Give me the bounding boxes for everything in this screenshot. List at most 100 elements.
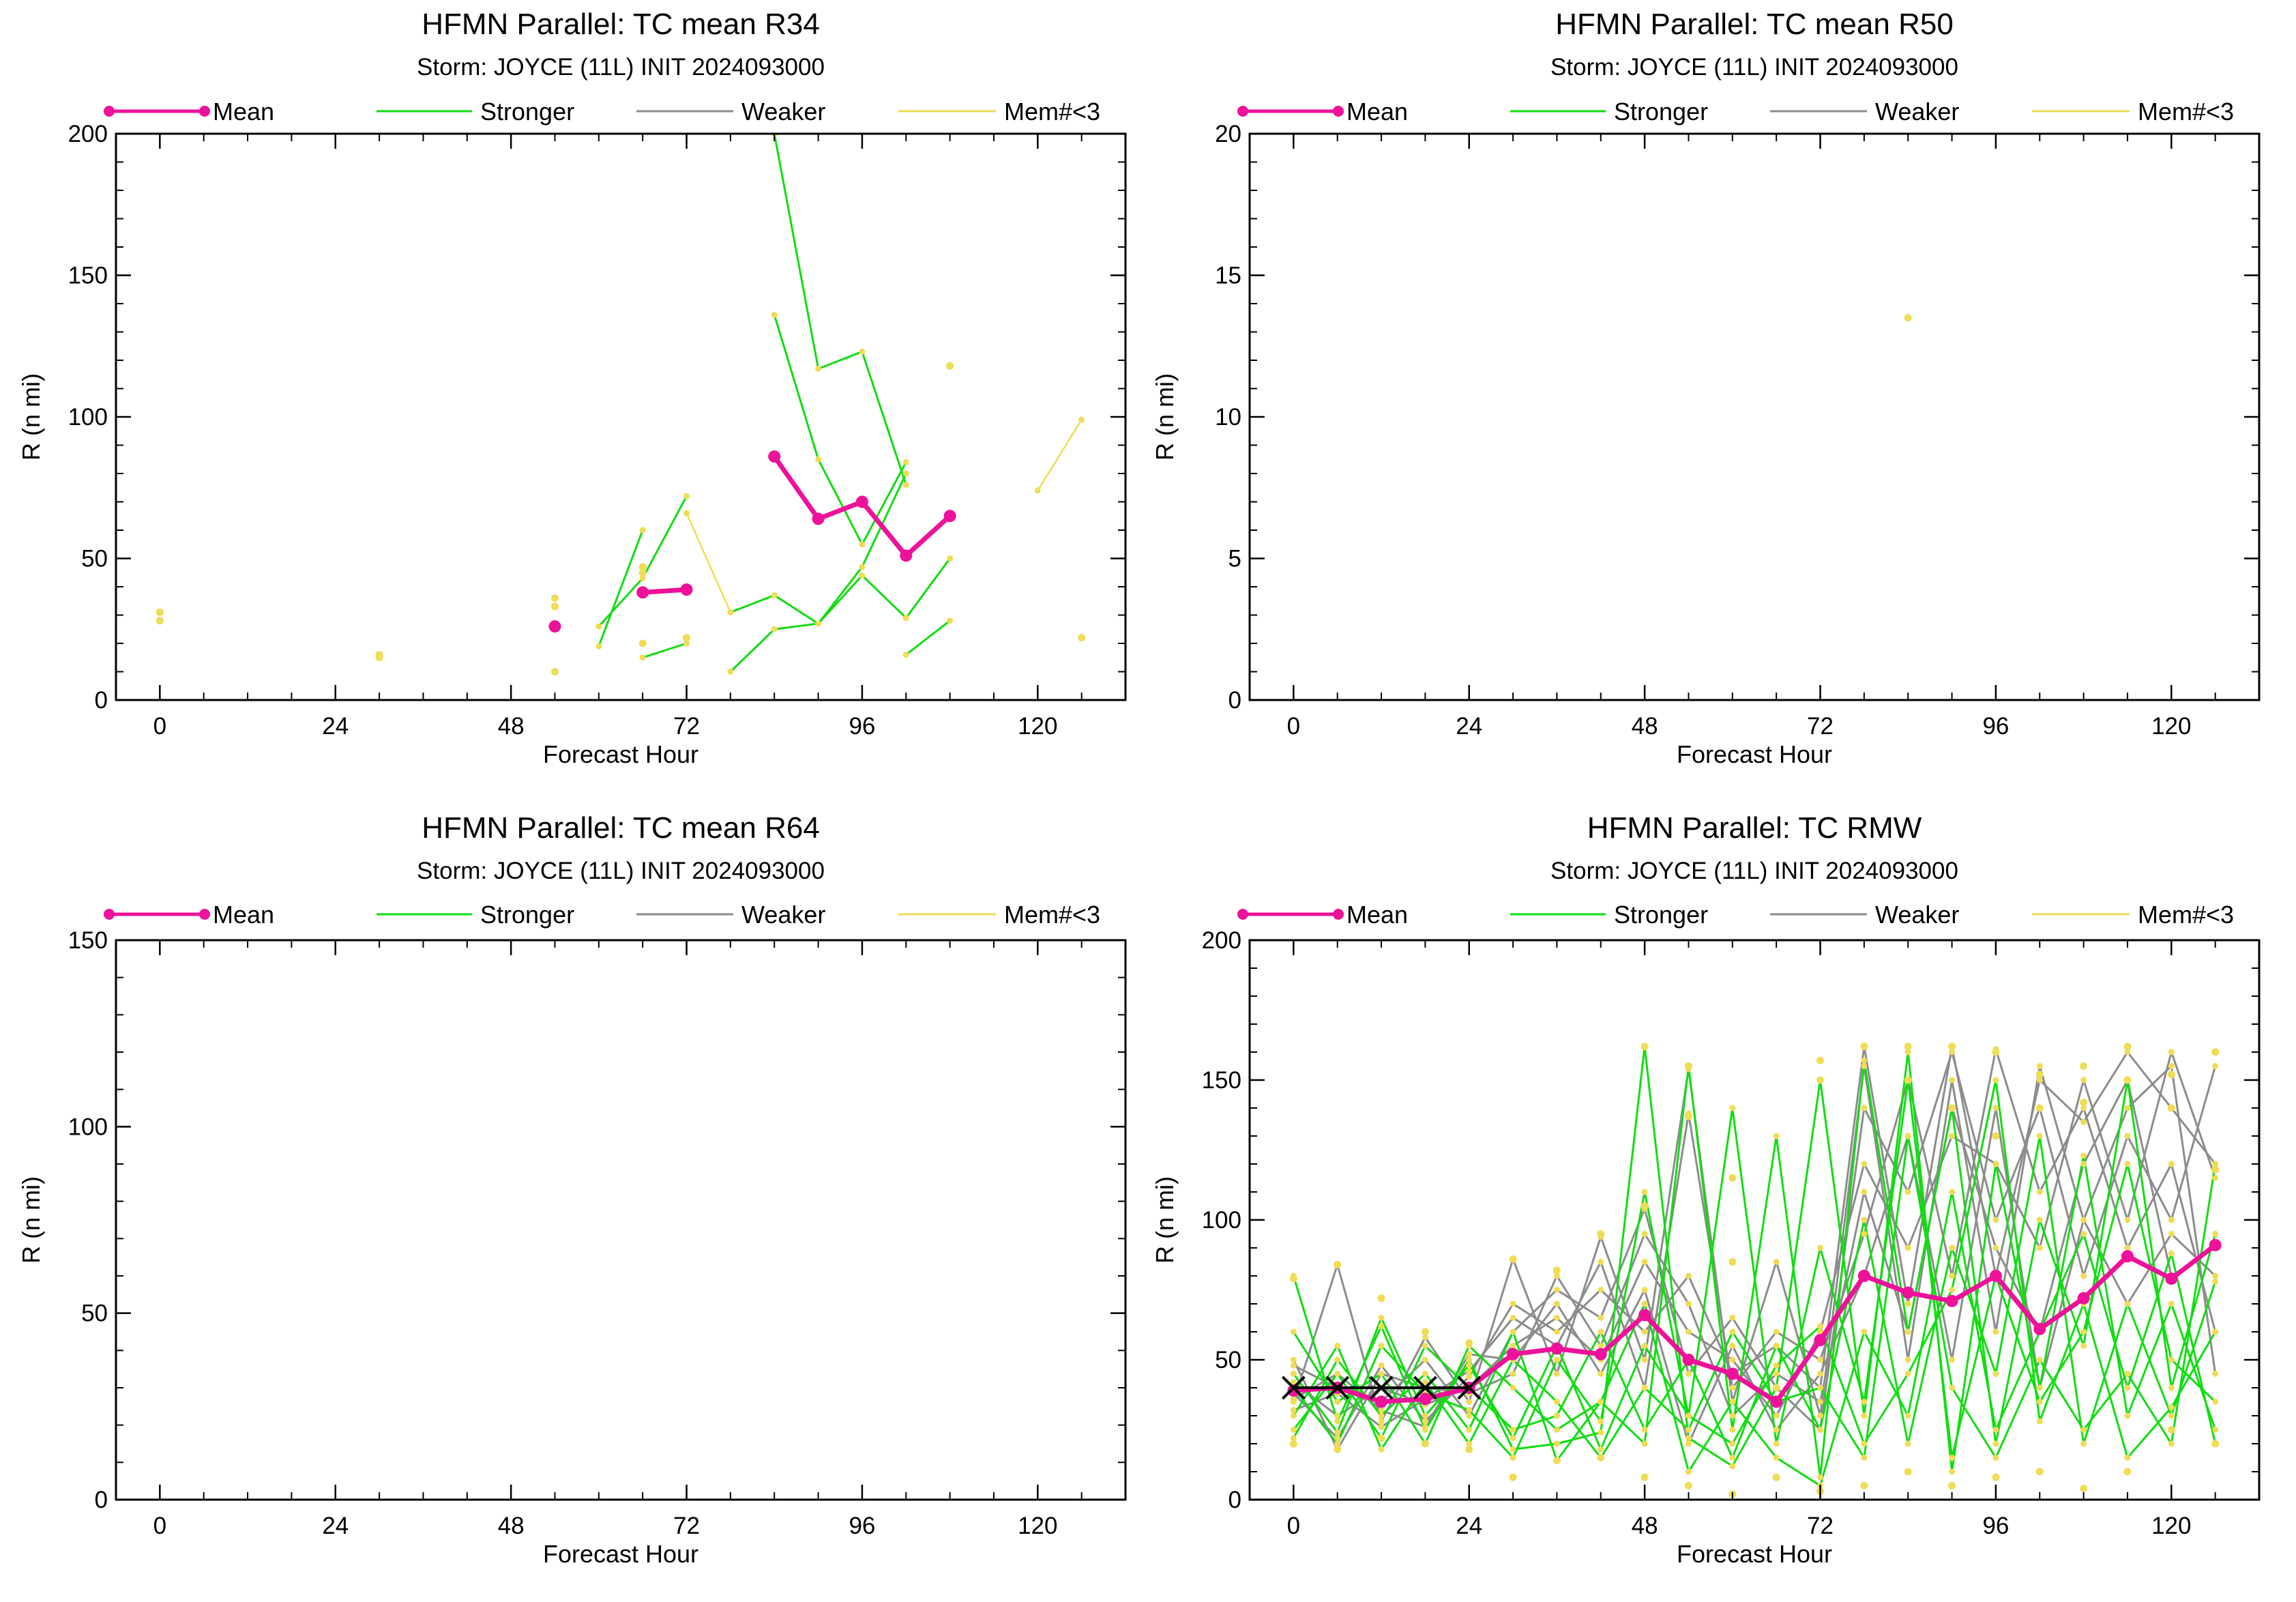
- few-member-point: [2211, 1165, 2220, 1174]
- member-point: [1598, 1429, 1604, 1436]
- mean-point: [680, 583, 693, 596]
- stronger-member-line: [730, 557, 951, 625]
- mean-point: [1770, 1395, 1783, 1408]
- legend-label-weaker: Weaker: [1875, 901, 1959, 929]
- legend-item-stronger: Stronger: [377, 98, 574, 126]
- few-member-point: [2211, 1440, 2220, 1448]
- few-member-point: [1684, 1062, 1692, 1070]
- y-tick-label: 50: [81, 1300, 108, 1327]
- member-point: [2080, 1217, 2087, 1223]
- legend-item-few_members: Mem#<3: [2032, 901, 2234, 929]
- chart-subtitle: Storm: JOYCE (11L) INIT 2024093000: [1550, 54, 1958, 81]
- legend-marker: [1237, 106, 1248, 117]
- legend-item-mean: Mean: [1237, 98, 1408, 126]
- member-point: [1510, 1446, 1516, 1453]
- legend-label-stronger: Stronger: [1614, 901, 1708, 929]
- few-member-point: [1552, 1457, 1561, 1465]
- legend-item-mean: Mean: [1237, 901, 1408, 929]
- member-point: [1949, 1049, 1956, 1055]
- legend-item-weaker: Weaker: [636, 901, 825, 929]
- x-tick-label: 120: [2151, 1513, 2191, 1539]
- member-point: [815, 456, 822, 463]
- y-tick-label: 150: [68, 263, 108, 289]
- few-member-point: [156, 617, 164, 625]
- legend-label-few_members: Mem#<3: [2138, 98, 2234, 126]
- member-point: [1553, 1440, 1560, 1447]
- legend-item-stronger: Stronger: [377, 901, 574, 929]
- member-point: [1598, 1343, 1604, 1349]
- member-point: [2168, 1300, 2175, 1307]
- member-point: [1422, 1334, 1428, 1341]
- member-point: [1290, 1427, 1297, 1433]
- member-point: [1904, 1189, 1911, 1195]
- stronger-member-line: [773, 315, 907, 547]
- y-tick-label: 200: [1202, 927, 1241, 954]
- member-point: [1641, 1189, 1648, 1195]
- member-point: [1861, 1063, 1868, 1069]
- member-point: [771, 592, 778, 598]
- member-point: [1729, 1455, 1736, 1461]
- stronger-member-line: [598, 529, 644, 647]
- legend-label-mean: Mean: [1346, 98, 1408, 126]
- member-point: [1378, 1423, 1385, 1430]
- member-point: [1861, 1440, 1868, 1447]
- few-member-point: [1597, 1454, 1605, 1461]
- mean-point: [768, 450, 781, 463]
- member-point: [2124, 1412, 2131, 1419]
- member-point: [1378, 1362, 1385, 1369]
- legend-label-few_members: Mem#<3: [1004, 98, 1100, 126]
- legend-label-mean: Mean: [213, 901, 274, 929]
- member-point: [1598, 1399, 1604, 1405]
- y-axis-label: R (n mi): [17, 373, 45, 461]
- member-point: [1992, 1440, 1999, 1447]
- few-member-point: [2211, 1048, 2220, 1056]
- x-tick-label: 48: [1632, 713, 1658, 740]
- few-member-point: [1860, 1482, 1868, 1489]
- plot-area: [156, 134, 1086, 675]
- member-point: [1992, 1455, 1999, 1461]
- member-point: [2212, 1427, 2219, 1433]
- legend-label-mean: Mean: [1346, 901, 1408, 929]
- member-point: [1949, 1356, 1956, 1363]
- plot-area: [1281, 1043, 2222, 1498]
- member-point: [1641, 1259, 1648, 1265]
- member-point: [2212, 1175, 2219, 1181]
- y-axis: 0 50 100 150 200 R (n mi): [1151, 927, 2259, 1513]
- mean-point: [1902, 1286, 1915, 1299]
- plot-frame: [1248, 132, 2261, 701]
- member-point: [2080, 1152, 2087, 1159]
- member-point: [1290, 1435, 1297, 1442]
- member-point: [1466, 1427, 1473, 1433]
- x-tick-label: 72: [1807, 1513, 1834, 1539]
- legend-marker: [199, 106, 210, 117]
- stronger-member-line: [642, 642, 687, 659]
- member-point: [1773, 1412, 1780, 1419]
- member-point: [1078, 416, 1085, 423]
- few-member-point: [2123, 1468, 2132, 1476]
- observed-marker: [1281, 1375, 1306, 1400]
- member-point: [1904, 1356, 1911, 1363]
- few-member-point: [1509, 1255, 1517, 1263]
- member-point: [1290, 1371, 1297, 1377]
- member-point: [1641, 1231, 1648, 1237]
- member-point: [1510, 1328, 1516, 1335]
- legend-label-mean: Mean: [213, 98, 274, 126]
- member-point: [1685, 1300, 1692, 1307]
- member-point: [2080, 1440, 2087, 1447]
- member-point: [1641, 1440, 1648, 1447]
- member-point: [2036, 1356, 2043, 1363]
- member-point: [2080, 1105, 2087, 1111]
- member-point: [1466, 1412, 1473, 1419]
- member-point: [1817, 1356, 1824, 1363]
- member-point: [1290, 1328, 1297, 1335]
- few-member-point: [1289, 1275, 1297, 1283]
- few-member-point: [2035, 1468, 2044, 1476]
- member-point: [1861, 1057, 1868, 1064]
- plot-frame: [115, 132, 1127, 701]
- member-point: [2080, 1161, 2087, 1167]
- few-member-point: [2080, 1098, 2088, 1107]
- member-point: [1378, 1418, 1385, 1425]
- member-point: [902, 482, 909, 489]
- member-point: [1817, 1371, 1824, 1377]
- member-point: [1553, 1315, 1560, 1321]
